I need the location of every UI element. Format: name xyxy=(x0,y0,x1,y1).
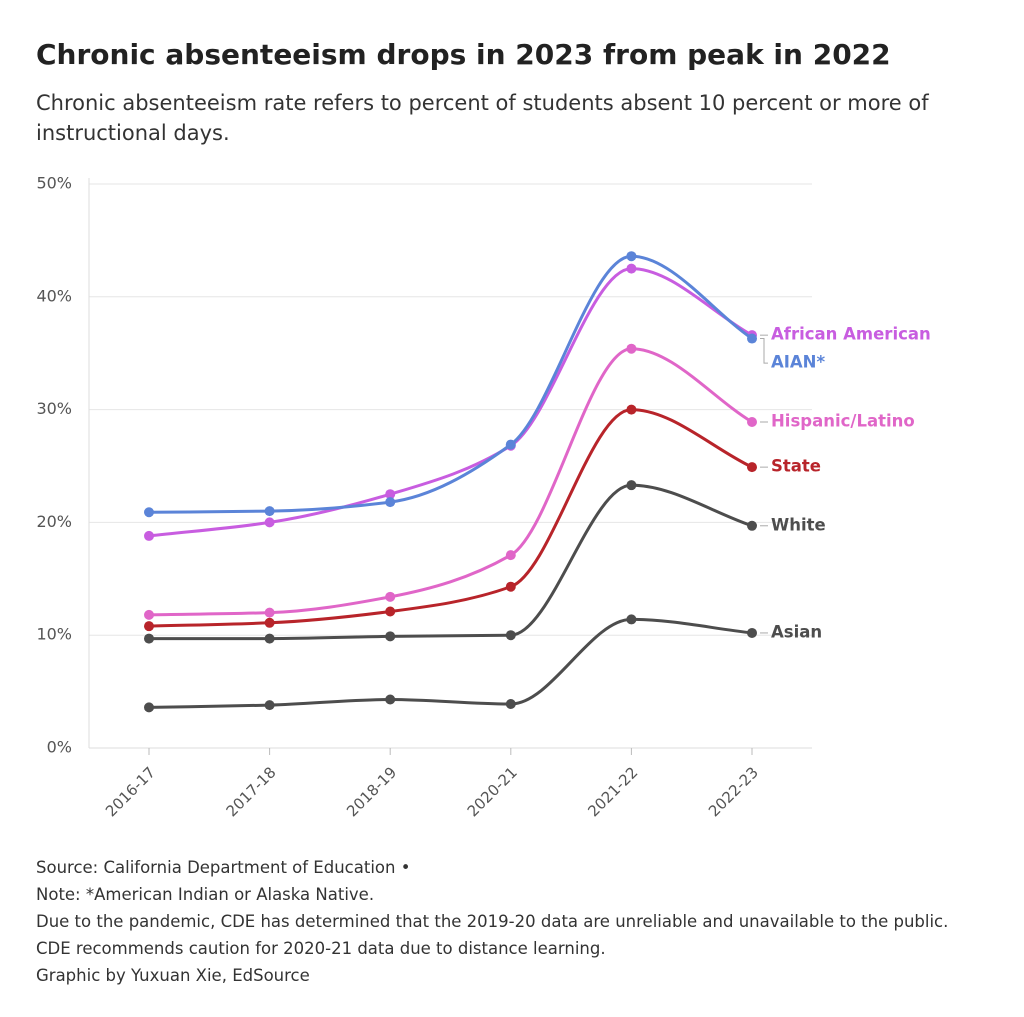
series-label: Hispanic/Latino xyxy=(771,412,915,431)
data-point xyxy=(385,631,396,642)
data-point xyxy=(385,497,396,508)
data-point xyxy=(385,606,396,617)
data-point xyxy=(626,343,637,354)
data-point xyxy=(264,633,275,644)
data-point xyxy=(505,630,516,641)
data-point xyxy=(747,417,757,428)
data-point xyxy=(264,700,275,711)
data-point xyxy=(505,699,516,710)
data-point xyxy=(264,506,275,517)
note-line: Note: *American Indian or Alaska Native. xyxy=(36,885,375,904)
series-label: African American xyxy=(771,325,931,344)
note-line: CDE recommends caution for 2020-21 data … xyxy=(36,939,606,958)
data-point xyxy=(264,517,275,528)
data-point xyxy=(626,263,637,274)
data-point xyxy=(144,530,154,541)
note-line: Source: California Department of Educati… xyxy=(36,858,411,877)
note-line: Due to the pandemic, CDE has determined … xyxy=(36,912,949,931)
data-point xyxy=(747,333,757,344)
label-leader xyxy=(760,338,768,364)
x-tick-label: 2020-21 xyxy=(464,763,521,820)
x-tick-label: 2022-23 xyxy=(705,763,762,820)
series-label: Asian xyxy=(771,622,822,641)
data-point xyxy=(264,607,275,618)
data-point xyxy=(144,702,154,713)
x-tick-label: 2017-18 xyxy=(223,763,280,820)
data-point xyxy=(505,439,516,450)
x-tick-label: 2021-22 xyxy=(584,763,641,820)
data-point xyxy=(385,591,396,602)
note-line: Graphic by Yuxuan Xie, EdSource xyxy=(36,966,310,985)
y-tick-label: 40% xyxy=(36,286,72,305)
y-tick-label: 0% xyxy=(47,738,72,757)
x-tick-label: 2016-17 xyxy=(102,763,159,820)
chart-subtitle: Chronic absenteeism rate refers to perce… xyxy=(36,91,929,145)
chart-title: Chronic absenteeism drops in 2023 from p… xyxy=(36,38,891,71)
y-tick-label: 50% xyxy=(36,174,72,193)
data-point xyxy=(144,633,154,644)
series-line xyxy=(148,408,753,628)
data-point xyxy=(626,480,637,491)
series-line xyxy=(149,483,753,641)
data-point xyxy=(385,694,396,705)
data-point xyxy=(144,609,154,620)
data-point xyxy=(264,617,275,628)
data-point xyxy=(505,581,516,592)
data-point xyxy=(747,520,757,531)
data-point xyxy=(144,507,154,518)
series-line xyxy=(148,267,753,538)
data-point xyxy=(385,489,396,500)
data-point xyxy=(505,550,516,561)
x-tick-label: 2018-19 xyxy=(343,763,400,820)
series-label: White xyxy=(771,515,826,534)
data-point xyxy=(747,462,757,473)
y-tick-label: 20% xyxy=(36,512,72,531)
data-point xyxy=(626,404,637,415)
data-point xyxy=(626,614,637,625)
series-line xyxy=(148,617,753,709)
series-label: AIAN* xyxy=(771,353,825,372)
data-point xyxy=(747,627,757,638)
data-point xyxy=(626,251,637,262)
y-tick-label: 30% xyxy=(36,399,72,418)
notes: Source: California Department of Educati… xyxy=(36,854,948,989)
y-tick-label: 10% xyxy=(36,625,72,644)
series-label: State xyxy=(771,457,821,476)
data-point xyxy=(144,621,154,632)
